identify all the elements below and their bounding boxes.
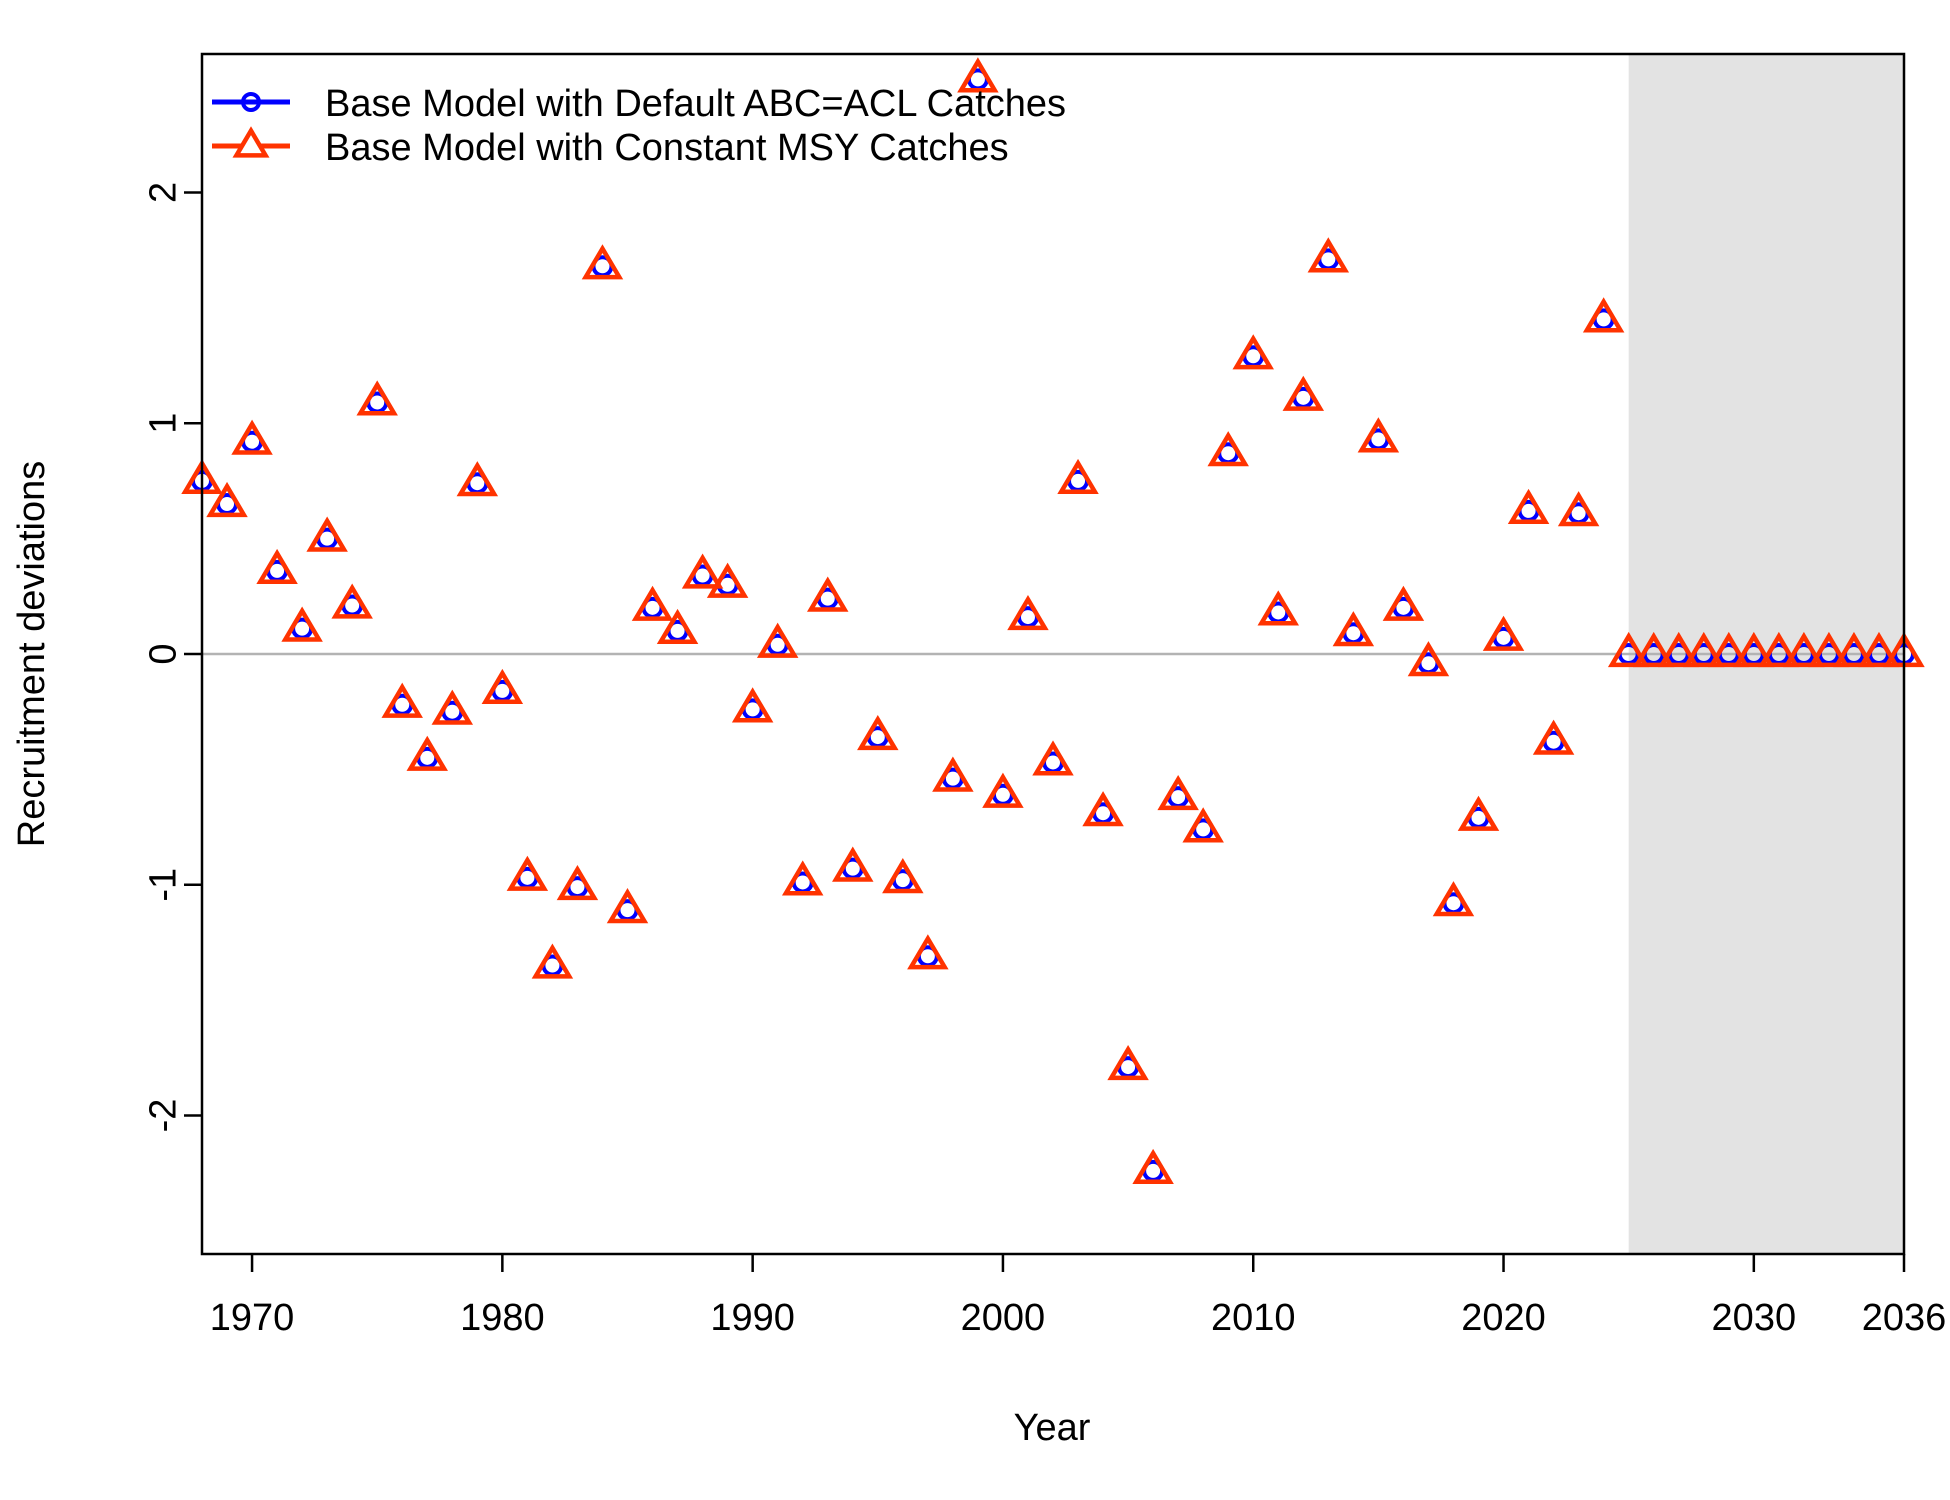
data-point-triangle bbox=[1032, 740, 1074, 776]
data-point-triangle bbox=[907, 934, 949, 970]
data-point-triangle bbox=[281, 606, 323, 642]
data-point-triangle bbox=[531, 943, 574, 979]
data-point-triangle bbox=[356, 380, 398, 416]
data-point-triangle bbox=[957, 57, 999, 93]
x-tick-label: 2030 bbox=[1712, 1297, 1797, 1339]
data-point-triangle bbox=[1207, 431, 1249, 467]
data-point-triangle bbox=[1708, 631, 1750, 668]
y-axis: -2 -1 0 1 2 bbox=[142, 182, 202, 1133]
y-tick-label: 1 bbox=[142, 413, 184, 434]
data-point-triangle bbox=[1007, 594, 1049, 631]
data-point-triangle bbox=[756, 622, 799, 658]
data-point-triangle bbox=[581, 244, 624, 280]
data-point-triangle bbox=[1783, 631, 1825, 668]
x-tick-label: 2036 bbox=[1862, 1297, 1947, 1339]
data-point-triangle bbox=[556, 864, 599, 901]
data-point-triangle bbox=[1858, 631, 1900, 668]
y-tick-label: -1 bbox=[142, 868, 184, 902]
x-tick-label: 1970 bbox=[210, 1297, 295, 1339]
data-point-triangle bbox=[1482, 615, 1525, 651]
data-point-triangle bbox=[731, 687, 774, 723]
data-point-triangle bbox=[631, 585, 674, 621]
x-axis-title: Year bbox=[1014, 1407, 1091, 1449]
data-point-triangle bbox=[1758, 631, 1800, 668]
data-point-triangle bbox=[1658, 631, 1700, 668]
data-point-triangle bbox=[832, 846, 874, 882]
legend-label: Base Model with Default ABC=ACL Catches bbox=[325, 83, 1066, 125]
data-point-triangle bbox=[1632, 631, 1675, 668]
y-tick-label: -2 bbox=[142, 1099, 184, 1133]
data-point-triangle bbox=[857, 714, 899, 751]
legend-marker-triangle bbox=[232, 126, 270, 158]
data-point-triangle bbox=[1457, 795, 1500, 831]
data-point-triangle bbox=[982, 772, 1024, 808]
data-point-triangle bbox=[806, 576, 849, 612]
data-point-triangle bbox=[406, 735, 449, 771]
data-point-triangle bbox=[1432, 881, 1475, 917]
data-point-triangle bbox=[1082, 791, 1124, 827]
series-2 bbox=[181, 57, 1925, 1184]
data-marks bbox=[181, 57, 1925, 1184]
data-point-triangle bbox=[1257, 590, 1299, 626]
data-point-triangle bbox=[681, 553, 724, 589]
data-point-triangle bbox=[331, 583, 373, 619]
legend-item-2: Base Model with Constant MSY Catches bbox=[212, 126, 1009, 169]
data-point-triangle bbox=[1332, 611, 1375, 647]
data-point-triangle bbox=[1057, 458, 1099, 495]
data-point-triangle bbox=[431, 689, 474, 725]
x-tick-label: 2000 bbox=[961, 1297, 1046, 1339]
data-point-triangle bbox=[1132, 1148, 1174, 1184]
data-point-triangle bbox=[1607, 631, 1650, 668]
data-point-triangle bbox=[456, 461, 499, 497]
data-point-triangle bbox=[1733, 631, 1775, 668]
data-point-triangle bbox=[381, 682, 423, 718]
data-point-triangle bbox=[481, 668, 524, 705]
data-point-triangle bbox=[932, 756, 974, 792]
data-point-triangle bbox=[1157, 774, 1199, 811]
data-point-triangle bbox=[306, 516, 348, 552]
data-point-triangle bbox=[1282, 375, 1325, 411]
x-tick-label: 1990 bbox=[710, 1297, 795, 1339]
data-point-triangle bbox=[1407, 641, 1450, 677]
data-point-triangle bbox=[1683, 631, 1725, 668]
data-point-triangle bbox=[1357, 417, 1400, 453]
data-point-triangle bbox=[1182, 807, 1224, 843]
data-point-triangle bbox=[256, 548, 298, 585]
data-point-triangle bbox=[606, 888, 649, 924]
data-point-triangle bbox=[706, 562, 749, 598]
legend-label: Base Model with Constant MSY Catches bbox=[325, 127, 1009, 169]
legend-marker-circle bbox=[241, 92, 261, 112]
data-point-triangle bbox=[1557, 491, 1600, 527]
data-point-triangle bbox=[1833, 631, 1875, 668]
data-point-triangle bbox=[506, 855, 549, 891]
data-point-triangle bbox=[1107, 1044, 1149, 1081]
x-tick-label: 2020 bbox=[1461, 1297, 1546, 1339]
y-tick-label: 0 bbox=[142, 643, 184, 664]
y-tick-label: 2 bbox=[142, 182, 184, 203]
x-tick-label: 1980 bbox=[460, 1297, 545, 1339]
x-axis: 1970 1980 1990 2000 2010 2020 2030 2036 bbox=[210, 1254, 1946, 1339]
data-point-triangle bbox=[1507, 488, 1550, 525]
legend: Base Model with Default ABC=ACL CatchesB… bbox=[212, 83, 1066, 169]
data-point-triangle bbox=[882, 858, 924, 894]
data-point-triangle bbox=[1808, 631, 1850, 668]
y-axis-title: Recruitment deviations bbox=[11, 461, 53, 848]
data-point-triangle bbox=[1232, 334, 1274, 370]
data-point-triangle bbox=[1307, 237, 1350, 273]
x-tick-label: 2010 bbox=[1211, 1297, 1296, 1339]
data-point-triangle bbox=[656, 608, 699, 645]
data-point-triangle bbox=[1532, 719, 1575, 755]
legend-item-1: Base Model with Default ABC=ACL Catches bbox=[212, 83, 1066, 125]
data-point-triangle bbox=[1382, 585, 1425, 621]
data-point-triangle bbox=[206, 481, 248, 518]
data-point-triangle bbox=[781, 860, 824, 896]
data-point-triangle bbox=[1582, 297, 1625, 333]
data-point-triangle bbox=[231, 419, 273, 455]
